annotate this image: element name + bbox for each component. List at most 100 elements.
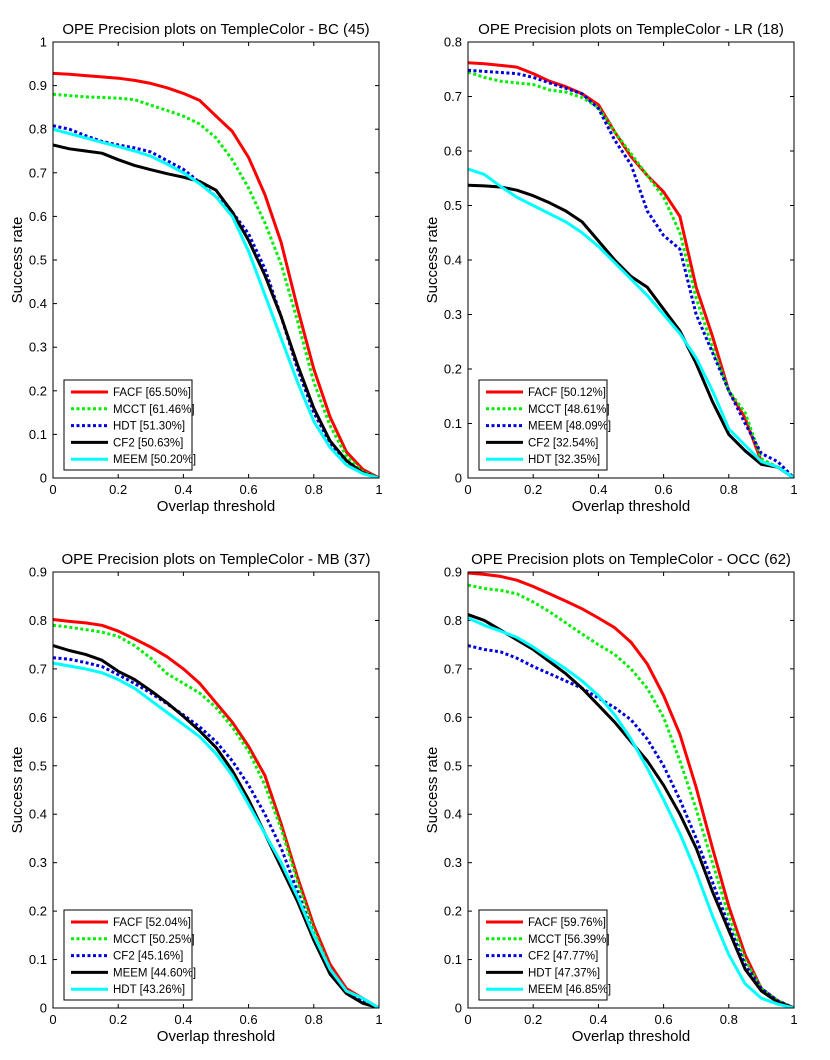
legend-label: HDT [51.30%] (113, 421, 185, 433)
x-tick-label: 0.2 (109, 1012, 127, 1027)
y-tick-label: 1 (40, 35, 47, 50)
y-tick-label: 0.2 (29, 383, 47, 398)
y-tick-label: 0.8 (444, 613, 462, 628)
x-tick-label: 0.2 (524, 482, 542, 497)
x-axis-label: Overlap threshold (157, 498, 275, 515)
legend-label: MCCT [50.25%] (113, 934, 195, 946)
legend-label: MCCT [48.61%] (528, 404, 610, 416)
y-tick-label: 0.4 (29, 807, 47, 822)
y-tick-label: 0.4 (29, 296, 47, 311)
x-tick-label: 0 (49, 1012, 56, 1027)
y-tick-label: 0.9 (29, 565, 47, 580)
legend-label: HDT [47.37%] (528, 967, 600, 979)
y-tick-label: 0.3 (29, 855, 47, 870)
y-tick-label: 0.4 (444, 253, 462, 268)
y-tick-label: 0 (40, 1001, 47, 1016)
y-tick-label: 0 (455, 1001, 462, 1016)
legend-label: CF2 [45.16%] (113, 951, 183, 963)
legend-label: MCCT [61.46%] (113, 404, 195, 416)
x-tick-label: 0.2 (524, 1012, 542, 1027)
legend-label: MEEM [48.09%] (528, 421, 611, 433)
y-tick-label: 0 (40, 471, 47, 486)
x-tick-label: 0.2 (109, 482, 127, 497)
y-tick-label: 0.5 (444, 198, 462, 213)
y-tick-label: 0.3 (29, 340, 47, 355)
legend-label: MEEM [46.85%] (528, 984, 611, 996)
chart-panel-occ: OPE Precision plots on TempleColor - OCC… (415, 530, 830, 1060)
chart-bc: OPE Precision plots on TempleColor - BC … (0, 0, 415, 530)
y-axis-label: Success rate (424, 747, 441, 834)
x-axis-label: Overlap threshold (157, 1028, 275, 1045)
x-tick-label: 0.4 (589, 1012, 607, 1027)
x-tick-label: 0.6 (240, 1012, 258, 1027)
x-tick-label: 0.8 (305, 1012, 323, 1027)
legend-label: FACF [52.04%] (113, 917, 191, 929)
y-tick-label: 0.3 (444, 307, 462, 322)
chart-title: OPE Precision plots on TempleColor - BC … (62, 21, 369, 38)
x-tick-label: 0.8 (305, 482, 323, 497)
chart-lr: OPE Precision plots on TempleColor - LR … (415, 0, 830, 530)
chart-mb: OPE Precision plots on TempleColor - MB … (0, 530, 415, 1060)
x-tick-label: 0.6 (655, 482, 673, 497)
y-tick-label: 0.5 (29, 253, 47, 268)
legend-label: CF2 [50.63%] (113, 437, 183, 449)
y-tick-label: 0.7 (29, 661, 47, 676)
x-axis-label: Overlap threshold (572, 498, 690, 515)
y-tick-label: 0.5 (444, 758, 462, 773)
chart-title: OPE Precision plots on TempleColor - LR … (478, 21, 784, 38)
x-tick-label: 1 (790, 1012, 797, 1027)
y-axis-label: Success rate (9, 217, 26, 304)
legend-label: MEEM [50.20%] (113, 454, 196, 466)
chart-panel-mb: OPE Precision plots on TempleColor - MB … (0, 530, 415, 1060)
y-tick-label: 0.8 (29, 122, 47, 137)
x-tick-label: 0.6 (655, 1012, 673, 1027)
legend-label: CF2 [32.54%] (528, 437, 598, 449)
chart-title: OPE Precision plots on TempleColor - MB … (61, 551, 370, 568)
x-tick-label: 1 (375, 1012, 382, 1027)
y-tick-label: 0.5 (29, 758, 47, 773)
x-tick-label: 0.8 (720, 482, 738, 497)
y-tick-label: 0.6 (444, 144, 462, 159)
x-tick-label: 1 (375, 482, 382, 497)
legend-label: MEEM [44.60%] (113, 967, 196, 979)
y-tick-label: 0 (455, 471, 462, 486)
chart-panel-lr: OPE Precision plots on TempleColor - LR … (415, 0, 830, 530)
x-tick-label: 0.4 (174, 1012, 192, 1027)
y-tick-label: 0.7 (444, 661, 462, 676)
y-tick-label: 0.8 (29, 613, 47, 628)
y-axis-label: Success rate (424, 217, 441, 304)
x-tick-label: 0.4 (174, 482, 192, 497)
y-tick-label: 0.6 (29, 209, 47, 224)
x-tick-label: 0.8 (720, 1012, 738, 1027)
legend-label: MCCT [56.39%] (528, 934, 610, 946)
x-tick-label: 0 (49, 482, 56, 497)
legend-label: FACF [65.50%] (113, 387, 191, 399)
legend-label: HDT [43.26%] (113, 984, 185, 996)
y-tick-label: 0.2 (444, 904, 462, 919)
legend-label: CF2 [47.77%] (528, 951, 598, 963)
x-axis-label: Overlap threshold (572, 1028, 690, 1045)
y-tick-label: 0.6 (444, 710, 462, 725)
x-tick-label: 1 (790, 482, 797, 497)
y-tick-label: 0.8 (444, 35, 462, 50)
y-tick-label: 0.3 (444, 855, 462, 870)
x-tick-label: 0.4 (589, 482, 607, 497)
y-tick-label: 0.9 (29, 78, 47, 93)
y-tick-label: 0.7 (29, 165, 47, 180)
y-tick-label: 0.7 (444, 89, 462, 104)
y-tick-label: 0.2 (29, 904, 47, 919)
legend-label: HDT [32.35%] (528, 454, 600, 466)
y-tick-label: 0.1 (29, 427, 47, 442)
y-axis-label: Success rate (9, 747, 26, 834)
chart-occ: OPE Precision plots on TempleColor - OCC… (415, 530, 830, 1060)
x-tick-label: 0 (464, 1012, 471, 1027)
y-tick-label: 0.1 (444, 952, 462, 967)
y-tick-label: 0.1 (444, 416, 462, 431)
y-tick-label: 0.4 (444, 807, 462, 822)
legend-label: FACF [50.12%] (528, 387, 606, 399)
y-tick-label: 0.1 (29, 952, 47, 967)
x-tick-label: 0.6 (240, 482, 258, 497)
y-tick-label: 0.2 (444, 362, 462, 377)
y-tick-label: 0.9 (444, 565, 462, 580)
legend-label: FACF [59.76%] (528, 917, 606, 929)
